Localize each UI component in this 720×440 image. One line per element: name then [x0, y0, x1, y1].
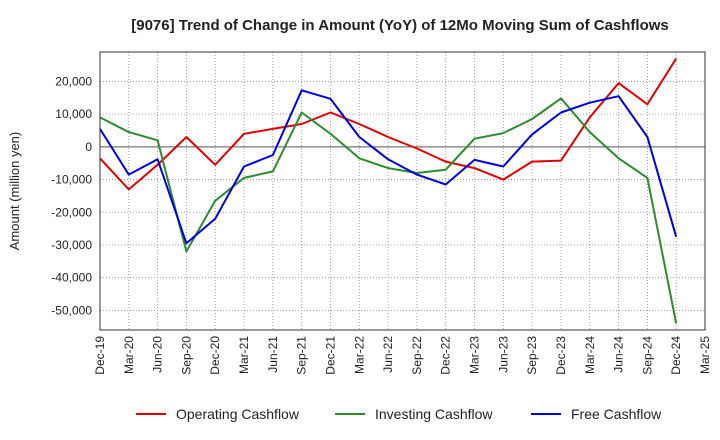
- x-tick-label: Sep-21: [295, 336, 309, 375]
- x-tick-label: Sep-24: [640, 336, 654, 375]
- x-tick-label: Mar-22: [352, 336, 366, 374]
- y-tick-label: -10,000: [51, 173, 92, 187]
- legend: Operating Cashflow Investing Cashflow Free…: [136, 406, 662, 422]
- chart-title: [9076] Trend of Change in Amount (YoY) o…: [131, 17, 669, 34]
- grid-lines: [100, 52, 705, 330]
- series-line-operating-cashflow: [99, 57, 678, 191]
- x-tick-label: Jun-24: [612, 336, 626, 373]
- x-tick-label: Jun-23: [496, 336, 510, 373]
- x-tick-label: Mar-21: [237, 336, 251, 374]
- x-tick-label: Dec-19: [93, 336, 107, 375]
- y-tick-label: 10,000: [55, 107, 92, 121]
- plot-frame: [99, 51, 706, 331]
- x-axis-ticks: Dec-19 Mar-20 Jun-20 Sep-20 Dec-20 Mar-21 Jun-…: [93, 336, 712, 375]
- x-tick-label: Dec-21: [323, 336, 337, 375]
- legend-label-free-cashflow: Free Cashflow: [571, 406, 662, 422]
- x-tick-label: Sep-23: [525, 336, 539, 375]
- y-tick-label: 20,000: [55, 74, 92, 88]
- y-tick-label: -20,000: [51, 205, 92, 219]
- y-tick-label: -50,000: [51, 303, 92, 317]
- x-tick-label: Mar-24: [583, 336, 597, 374]
- x-tick-label: Jun-21: [266, 336, 280, 373]
- y-axis-ticks: 20,000 10,000 0 -10,000 -20,000 -30,000 -40,00…: [51, 74, 92, 317]
- x-tick-label: Sep-22: [410, 336, 424, 375]
- series-line-free-cashflow: [99, 89, 678, 245]
- x-tick-label: Sep-20: [179, 336, 193, 375]
- x-tick-label: Jun-20: [151, 336, 165, 373]
- y-tick-label: 0: [85, 140, 92, 154]
- x-tick-label: Jun-22: [381, 336, 395, 373]
- series-lines: [99, 57, 678, 324]
- y-tick-label: -40,000: [51, 271, 92, 285]
- y-axis-label: Amount (million yen): [7, 132, 22, 251]
- legend-label-operating-cashflow: Operating Cashflow: [176, 406, 300, 422]
- x-tick-label: Mar-23: [468, 336, 482, 374]
- plot-area: [100, 52, 705, 330]
- x-tick-label: Mar-25: [698, 336, 712, 374]
- x-tick-label: Dec-20: [208, 336, 222, 375]
- y-tick-label: -30,000: [51, 238, 92, 252]
- x-tick-label: Mar-20: [122, 336, 136, 374]
- legend-label-investing-cashflow: Investing Cashflow: [375, 406, 493, 422]
- x-tick-label: Dec-24: [669, 336, 683, 375]
- x-tick-label: Dec-22: [439, 336, 453, 375]
- x-tick-label: Dec-23: [554, 336, 568, 375]
